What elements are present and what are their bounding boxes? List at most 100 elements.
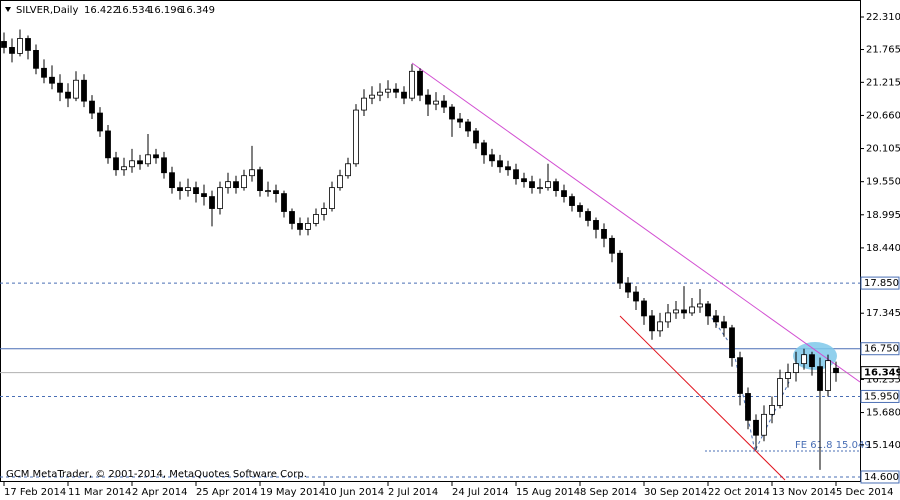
x-tick-label: 11 Mar 2014	[68, 487, 131, 498]
candle-body	[281, 193, 287, 212]
candle-body	[273, 190, 279, 194]
candle-body	[577, 205, 583, 212]
candle-body	[33, 50, 39, 69]
candle-body	[777, 378, 783, 406]
candle-body	[561, 190, 567, 197]
candle-body	[673, 309, 679, 314]
y-tick-label: 21.765	[866, 45, 900, 56]
candle-body	[433, 100, 439, 105]
y-tick-label: 17.345	[866, 308, 900, 319]
candle-body	[369, 94, 375, 99]
candle-body	[681, 309, 687, 314]
candle-body	[153, 154, 159, 159]
candle-body	[121, 166, 127, 171]
candle-body	[633, 291, 639, 302]
candle-body	[305, 223, 311, 230]
candle-body	[569, 196, 575, 206]
candle-body	[473, 130, 479, 144]
candle-body	[825, 360, 831, 391]
candle-body	[649, 315, 655, 332]
candle-body	[49, 76, 55, 84]
candle-body	[745, 393, 751, 421]
candle-body	[57, 82, 63, 93]
candle-body	[713, 315, 719, 323]
candle-body	[641, 300, 647, 317]
y-tick-label: 16.235	[866, 374, 900, 385]
candle-body	[665, 312, 671, 323]
y-tick-label: 20.105	[866, 144, 900, 155]
candle-body	[697, 303, 703, 308]
candle-body	[401, 91, 407, 99]
y-tick-label: 22.310	[866, 12, 900, 23]
candle-body	[441, 100, 447, 108]
symbol-name: SILVER,Daily	[16, 5, 78, 16]
candle-body	[193, 187, 199, 194]
candle-body	[89, 100, 95, 114]
candle-body	[529, 181, 535, 189]
candle-body	[185, 187, 191, 192]
candle-body	[505, 166, 511, 171]
candle-body	[705, 303, 711, 317]
y-tick-label: 18.440	[866, 243, 900, 254]
candle-body	[217, 187, 223, 209]
candle-body	[497, 160, 503, 168]
candle-body	[793, 363, 799, 373]
ohlc-high: 16.534	[116, 5, 151, 16]
candle-body	[553, 181, 559, 192]
candle-body	[833, 367, 839, 374]
candle-body	[161, 157, 167, 174]
candle-body	[753, 419, 759, 436]
level-label: 16.750	[864, 344, 899, 355]
level-label-box	[860, 342, 900, 356]
plot-area	[0, 0, 861, 482]
candle-body	[513, 169, 519, 180]
level-label: 14.600	[864, 472, 899, 483]
candle-body	[201, 193, 207, 197]
ohlc-close: 16.349	[180, 5, 215, 16]
candle-body	[65, 91, 71, 99]
y-tick-label: 19.550	[866, 177, 900, 188]
candle-body	[297, 223, 303, 230]
candle-body	[393, 88, 399, 93]
level-label: 17.850	[864, 278, 899, 289]
ohlc-open: 16.422	[84, 5, 119, 16]
candle-body	[457, 118, 463, 123]
candle-body	[17, 38, 23, 54]
x-tick-label: 25 Apr 2014	[196, 487, 258, 498]
candle-body	[321, 208, 327, 215]
candle-body	[41, 67, 47, 78]
candle-body	[545, 181, 551, 189]
candle-body	[737, 357, 743, 394]
symbol-icon	[5, 7, 11, 12]
candle-body	[337, 175, 343, 189]
candle-body	[361, 97, 367, 111]
candle-body	[113, 157, 119, 171]
ohlc-low: 16.196	[148, 5, 183, 16]
candle-body	[25, 38, 31, 51]
fe-label: FE 61.8 15.049	[795, 440, 871, 451]
candle-body	[417, 70, 423, 96]
candle-body	[329, 187, 335, 209]
candle-body	[769, 404, 775, 415]
candle-body	[785, 372, 791, 379]
current-price-label: 16.349	[864, 368, 900, 379]
candle-body	[353, 109, 359, 165]
x-tick-label: 2 Jul 2014	[388, 487, 438, 498]
candle-body	[809, 354, 815, 368]
candle-body	[209, 196, 215, 209]
candle-body	[265, 190, 271, 193]
candle-body	[137, 160, 143, 165]
current-price-box	[860, 366, 900, 380]
candle-body	[289, 211, 295, 224]
candle-body	[97, 112, 103, 132]
candle-body	[465, 121, 471, 132]
candle-body	[169, 172, 175, 189]
candle-body	[257, 169, 263, 192]
x-tick-label: 5 Dec 2014	[836, 487, 894, 498]
y-tick-label: 15.680	[866, 408, 900, 419]
candle-body	[225, 181, 231, 189]
level-label: 15.950	[864, 391, 899, 402]
x-tick-label: 17 Feb 2014	[4, 487, 66, 498]
level-label-box	[860, 276, 900, 290]
candle-body	[345, 163, 351, 177]
